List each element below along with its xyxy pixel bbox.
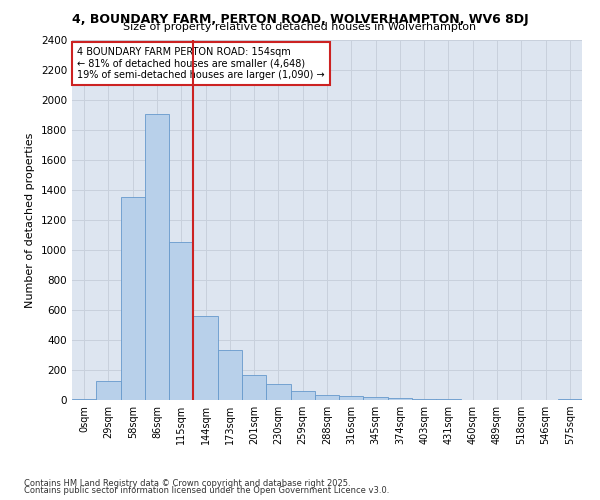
Bar <box>290 390 315 400</box>
Bar <box>242 374 266 400</box>
Bar <box>169 242 193 400</box>
Text: 4 BOUNDARY FARM PERTON ROAD: 154sqm
← 81% of detached houses are smaller (4,648): 4 BOUNDARY FARM PERTON ROAD: 154sqm ← 81… <box>77 47 325 80</box>
Bar <box>558 399 582 400</box>
Y-axis label: Number of detached properties: Number of detached properties <box>25 132 35 308</box>
Bar <box>218 350 242 400</box>
Bar <box>364 396 388 400</box>
Bar <box>72 398 96 400</box>
Bar <box>96 381 121 400</box>
Bar <box>339 396 364 400</box>
Bar <box>412 399 436 400</box>
Bar <box>388 398 412 400</box>
Bar <box>315 395 339 400</box>
Bar <box>193 316 218 400</box>
Bar <box>145 114 169 400</box>
Bar <box>266 384 290 400</box>
Text: Contains public sector information licensed under the Open Government Licence v3: Contains public sector information licen… <box>24 486 389 495</box>
Text: 4, BOUNDARY FARM, PERTON ROAD, WOLVERHAMPTON, WV6 8DJ: 4, BOUNDARY FARM, PERTON ROAD, WOLVERHAM… <box>71 12 529 26</box>
Text: Contains HM Land Registry data © Crown copyright and database right 2025.: Contains HM Land Registry data © Crown c… <box>24 478 350 488</box>
Bar <box>121 196 145 400</box>
Text: Size of property relative to detached houses in Wolverhampton: Size of property relative to detached ho… <box>124 22 476 32</box>
